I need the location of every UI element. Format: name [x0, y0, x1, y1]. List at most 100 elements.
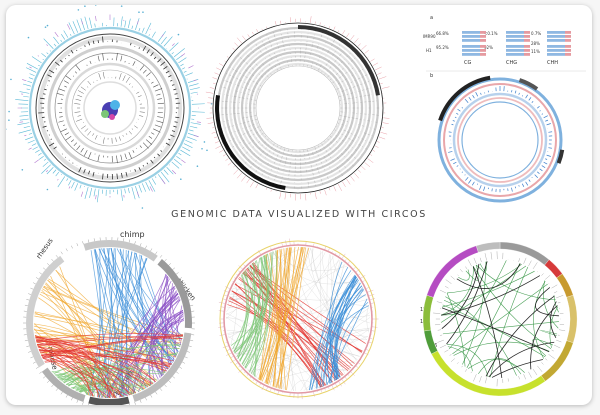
highlight-link	[237, 260, 256, 359]
ideogram-tick	[39, 371, 42, 374]
outer-histogram-tick	[18, 129, 32, 134]
species-link	[47, 279, 170, 368]
panel-top-left-circos	[6, 5, 218, 209]
outer-histogram-tick	[163, 169, 169, 175]
highlight-link	[239, 260, 261, 362]
ideogram-tick	[28, 351, 32, 353]
band-tick	[83, 150, 88, 157]
label-tick	[551, 284, 558, 289]
band-tick	[483, 186, 486, 191]
ideogram-tick	[128, 403, 130, 405]
outer-histogram-tick	[29, 66, 32, 69]
outer-histogram-tick	[193, 79, 197, 82]
data-ring	[255, 65, 341, 151]
band-tick	[541, 113, 544, 115]
band-tick	[115, 137, 117, 142]
green-link	[452, 283, 548, 355]
outer-histogram-tick	[178, 57, 187, 64]
outer-label-tick	[354, 172, 360, 179]
band-tick	[239, 79, 242, 82]
band-tick	[238, 368, 244, 373]
band-tick	[73, 142, 78, 147]
green-link	[446, 344, 489, 377]
black-link	[535, 287, 559, 317]
band-tick	[76, 145, 81, 151]
methylation-bar	[547, 39, 565, 42]
ideogram-tick	[28, 293, 32, 295]
background-link	[306, 247, 361, 355]
band-tick	[322, 182, 324, 185]
methylation-bar	[547, 49, 565, 52]
band-tick	[267, 70, 270, 72]
highlight-link	[249, 253, 272, 373]
outer-label-tick	[309, 16, 312, 23]
band-tick	[281, 155, 283, 159]
band-tick	[365, 348, 369, 351]
scatter-point	[141, 207, 144, 209]
outer-label-tick	[246, 178, 250, 184]
band-tick	[255, 380, 258, 385]
outer-histogram-tick	[145, 22, 152, 35]
band-tick	[338, 63, 341, 66]
outer-histogram-tick	[52, 169, 57, 174]
outer-label-tick	[305, 193, 307, 201]
band-tick	[334, 253, 337, 256]
band-tick	[238, 365, 241, 368]
band-tick	[479, 185, 482, 190]
outer-label-tick	[206, 117, 213, 119]
scatter-point	[201, 147, 203, 150]
panel-bottom-middle-circos	[218, 238, 379, 400]
band-tick	[232, 146, 235, 148]
scatter-point	[177, 33, 180, 36]
panel-label-a: a	[430, 15, 433, 21]
band-tick	[456, 165, 459, 167]
band-tick	[338, 119, 342, 121]
methylation-bar	[506, 53, 524, 56]
outer-label-tick	[337, 30, 340, 33]
data-ring	[240, 50, 356, 166]
band-tick	[277, 46, 279, 49]
highlight-link	[259, 247, 288, 380]
outer-histogram-tick	[189, 87, 200, 91]
species-link	[53, 344, 181, 375]
outer-label-tick	[337, 183, 342, 192]
band-tick	[60, 128, 67, 133]
outer-histogram-tick	[181, 159, 186, 164]
band-tick	[327, 248, 330, 252]
band-tick	[352, 368, 354, 370]
label-tick	[551, 349, 554, 352]
species-link	[41, 354, 117, 398]
outer-histogram-tick	[124, 20, 127, 28]
outer-label-tick	[214, 72, 219, 75]
species-link	[63, 367, 133, 395]
methylation-bar	[480, 35, 486, 38]
outer-histogram-tick	[95, 194, 97, 200]
band-tick	[361, 138, 364, 140]
band-tick	[264, 73, 267, 75]
outer-label-tick	[274, 21, 277, 25]
band-tick	[252, 162, 255, 166]
center-blob	[101, 110, 109, 118]
background-link	[319, 260, 341, 388]
band-tick	[514, 90, 517, 94]
band-tick	[245, 76, 248, 79]
ideogram-tick	[128, 239, 130, 243]
band-tick	[77, 94, 83, 98]
outer-histogram-tick	[63, 30, 69, 38]
band-tick	[354, 80, 356, 82]
band-tick	[316, 63, 317, 66]
band-tick	[355, 365, 359, 368]
species-link	[57, 343, 181, 379]
outer-histogram-tick	[49, 50, 51, 52]
label-tick	[523, 374, 526, 380]
outer-histogram-tick	[173, 158, 183, 166]
band-tick	[244, 161, 247, 164]
outer-histogram-tick	[160, 36, 167, 45]
outer-histogram-tick	[127, 18, 131, 29]
band-tick	[252, 378, 255, 381]
band-tick	[267, 162, 269, 165]
band-tick	[153, 84, 159, 88]
band-tick	[247, 263, 249, 265]
band-tick	[546, 154, 551, 157]
outer-histogram-tick	[136, 20, 139, 25]
